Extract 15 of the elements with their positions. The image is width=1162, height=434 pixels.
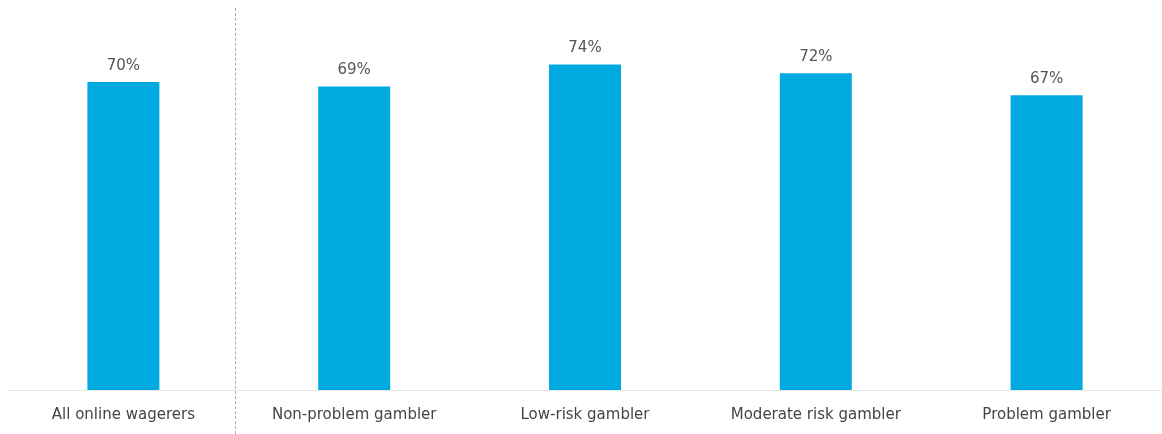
data-label: 74% <box>568 37 602 56</box>
data-label: 69% <box>337 59 371 78</box>
x-tick-label: Problem gambler <box>982 404 1112 423</box>
x-tick-label: All online wagerers <box>51 404 196 423</box>
x-tick-label: Non-problem gambler <box>271 404 438 423</box>
x-tick-label: Low-risk gambler <box>520 404 651 423</box>
data-label: 72% <box>799 46 833 65</box>
data-label: 67% <box>1029 68 1064 87</box>
bar <box>1010 95 1083 390</box>
data-label: 70% <box>106 55 141 74</box>
bar <box>87 82 160 390</box>
bar <box>318 86 391 390</box>
x-tick-label: Moderate risk gambler <box>730 404 902 423</box>
bar <box>549 64 621 390</box>
bar <box>779 73 852 390</box>
